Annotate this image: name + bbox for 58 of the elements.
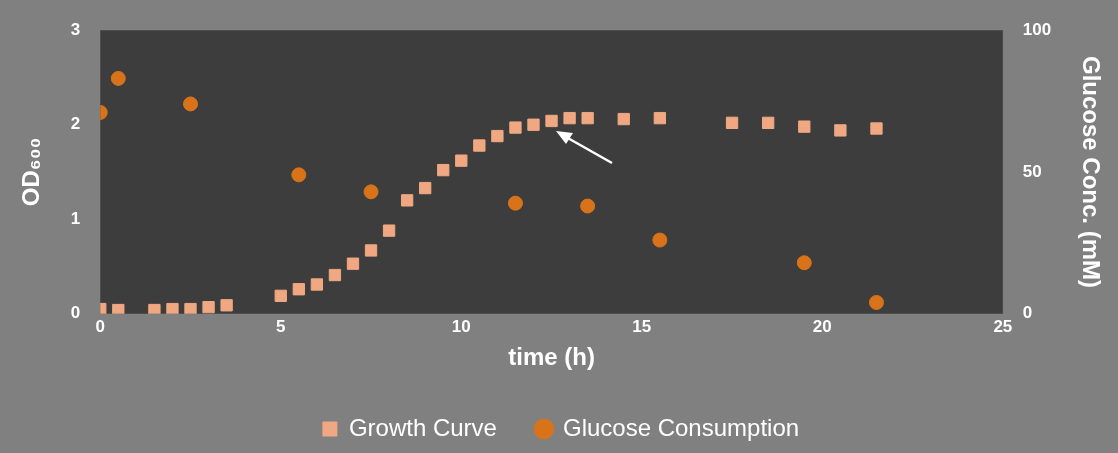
point bbox=[834, 124, 847, 137]
point bbox=[274, 289, 287, 302]
point bbox=[653, 111, 667, 125]
legend-label: Growth Curve bbox=[348, 413, 497, 441]
y-tick-label: 3 bbox=[70, 19, 81, 39]
y2-axis-title: Glucose Conc. (mM) bbox=[1077, 55, 1105, 289]
point bbox=[166, 302, 179, 314]
point bbox=[148, 303, 161, 314]
y2-tick-label: 0 bbox=[1022, 303, 1033, 323]
point bbox=[652, 232, 668, 248]
point bbox=[202, 301, 215, 314]
point bbox=[292, 283, 305, 296]
point bbox=[868, 294, 884, 310]
point bbox=[220, 299, 233, 312]
point bbox=[581, 111, 594, 125]
point bbox=[580, 198, 596, 214]
point bbox=[110, 70, 126, 86]
point bbox=[328, 268, 342, 282]
point bbox=[184, 302, 197, 314]
point bbox=[563, 111, 576, 125]
legend-label: Glucose Consumption bbox=[562, 413, 800, 441]
y-tick-label: 0 bbox=[70, 303, 81, 323]
x-tick-label: 0 bbox=[95, 316, 105, 336]
point bbox=[617, 112, 630, 126]
x-axis-title: time (h) bbox=[508, 343, 595, 371]
point bbox=[310, 278, 324, 291]
point bbox=[400, 194, 414, 207]
point bbox=[382, 224, 396, 237]
point bbox=[870, 122, 883, 135]
point bbox=[455, 154, 468, 167]
point bbox=[346, 257, 360, 270]
point bbox=[725, 116, 739, 129]
y-tick-label: 2 bbox=[70, 114, 81, 134]
y2-tick-label: 50 bbox=[1022, 161, 1042, 181]
point bbox=[112, 303, 125, 314]
point bbox=[762, 116, 775, 129]
x-tick-label: 20 bbox=[812, 316, 832, 336]
x-tick-label: 10 bbox=[451, 316, 471, 336]
point bbox=[796, 255, 812, 271]
point bbox=[437, 163, 450, 177]
y2-tick-label: 100 bbox=[1022, 19, 1052, 39]
point bbox=[473, 139, 486, 152]
point bbox=[183, 96, 199, 112]
point bbox=[419, 181, 432, 195]
x-tick-label: 15 bbox=[632, 316, 652, 336]
point bbox=[509, 121, 522, 134]
point bbox=[545, 114, 558, 128]
point bbox=[363, 184, 379, 200]
x-tick-label: 25 bbox=[993, 316, 1013, 336]
point bbox=[291, 167, 307, 183]
y-tick-label: 1 bbox=[70, 208, 81, 228]
point bbox=[798, 120, 811, 133]
y-axis-title: OD₆₀₀ bbox=[17, 137, 45, 207]
x-tick-label: 5 bbox=[276, 316, 286, 336]
point bbox=[364, 244, 378, 257]
point bbox=[491, 129, 504, 143]
point bbox=[527, 118, 540, 131]
point bbox=[507, 195, 523, 211]
